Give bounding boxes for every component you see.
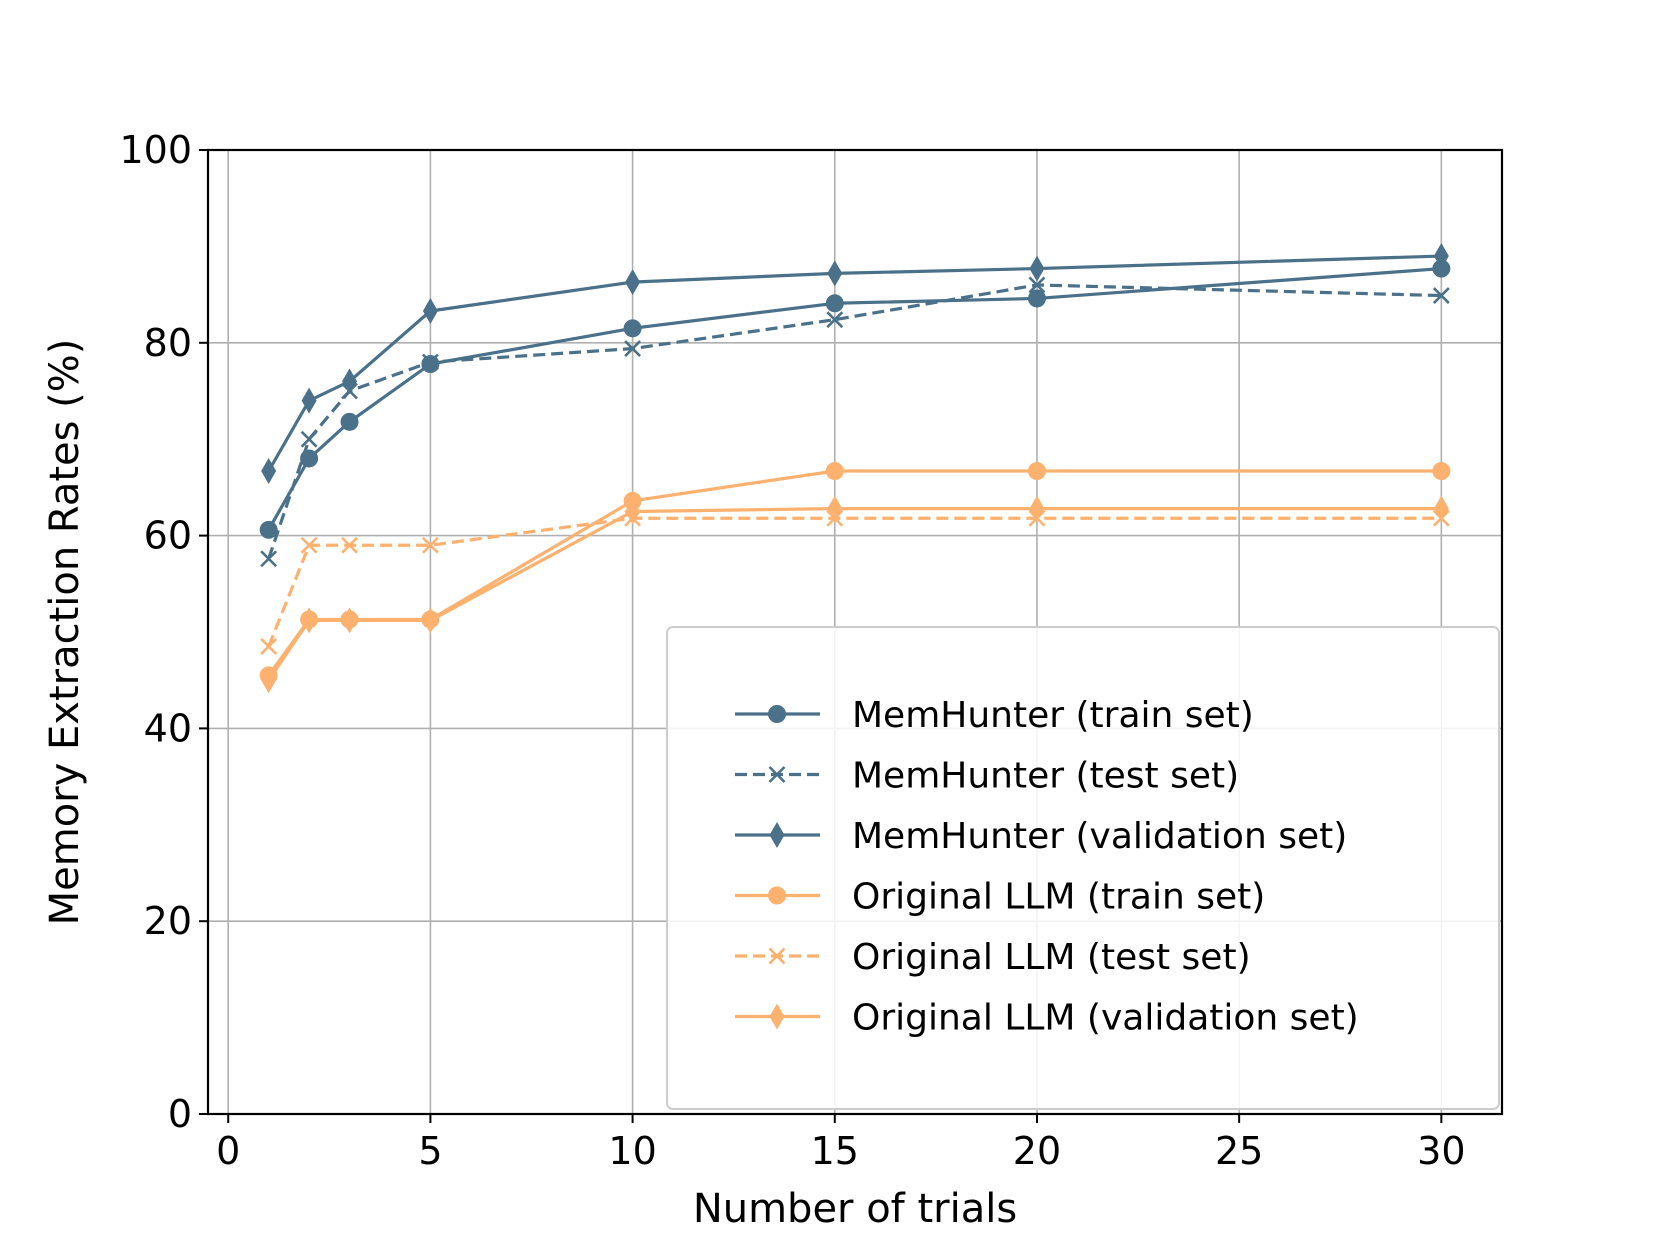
x-tick-label: 10 [608, 1129, 656, 1173]
legend-item: MemHunter (test set) [735, 756, 1239, 797]
data-point [421, 536, 439, 554]
legend: MemHunter (train set) MemHunter (test set… [666, 626, 1500, 1110]
legend-label: Original LLM (test set) [852, 937, 1251, 978]
data-point [623, 319, 642, 338]
y-tick-label: 40 [144, 706, 192, 750]
data-point [421, 355, 440, 374]
x-axis-title: Number of trials [693, 1186, 1017, 1232]
series-group [259, 243, 1451, 694]
data-point [300, 536, 318, 554]
x-tick-label: 5 [418, 1129, 442, 1173]
y-tick-label: 20 [144, 899, 192, 943]
data-point [421, 353, 439, 371]
data-point [625, 269, 641, 296]
legend-label: MemHunter (train set) [852, 695, 1254, 736]
series-line [267, 516, 1442, 648]
y-tick-label: 100 [119, 128, 192, 172]
series-memhunter-train-set [259, 259, 1451, 539]
data-point [301, 387, 317, 414]
x-tick-label: 20 [1013, 1129, 1061, 1173]
y-tick-label: 0 [168, 1092, 192, 1136]
data-point [300, 430, 318, 448]
data-point [301, 607, 317, 634]
data-point [422, 607, 438, 634]
data-point [625, 498, 641, 525]
data-point [342, 368, 358, 395]
data-point [1028, 276, 1046, 294]
legend-marker [768, 947, 786, 965]
y-tick-label: 80 [144, 321, 192, 365]
data-point [260, 550, 278, 568]
series-memhunter-test-set [260, 276, 1450, 568]
data-point [827, 495, 843, 522]
plot-frame [206, 148, 1504, 1116]
legend-item: MemHunter (train set) [735, 695, 1254, 736]
legend-box [666, 626, 1500, 1110]
series-line [267, 266, 1442, 531]
data-point [1432, 462, 1451, 481]
data-point [300, 449, 319, 468]
legend-marker [769, 822, 785, 848]
legend-label: MemHunter (test set) [852, 756, 1239, 797]
data-point [261, 667, 277, 694]
legend-marker [769, 1003, 785, 1030]
data-point [1029, 495, 1045, 522]
data-point [261, 458, 277, 485]
data-point [422, 297, 438, 324]
data-point [825, 294, 844, 313]
data-point [1433, 243, 1449, 270]
x-tick-label: 0 [216, 1129, 240, 1173]
y-axis-title: Memory Extraction Rates (%) [42, 339, 88, 926]
data-point [1433, 495, 1449, 522]
data-point [1432, 287, 1450, 304]
legend-marker [768, 705, 786, 723]
legend-label: MemHunter (validation set) [852, 816, 1347, 857]
legend-item: MemHunter (validation set) [735, 816, 1347, 857]
data-point [1029, 255, 1045, 282]
series-line [267, 254, 1442, 472]
data-point [340, 412, 359, 431]
legend-item: Original LLM (test set) [735, 937, 1251, 978]
legend-label: Original LLM (train set) [852, 877, 1265, 918]
y-tick-label: 60 [144, 514, 192, 558]
legend-item: Original LLM (validation set) [735, 998, 1359, 1039]
data-point [260, 638, 278, 655]
x-tick-label: 15 [811, 1129, 859, 1173]
legend-label: Original LLM (validation set) [852, 998, 1359, 1039]
legend-marker [768, 766, 786, 783]
axis-ticks: 0 5 10 15 20 25 30 0 20 40 60 80 100 [119, 128, 1465, 1173]
series-memhunter-validation-set [261, 243, 1449, 485]
data-point [341, 536, 358, 554]
data-point [1027, 289, 1046, 308]
legend-item: Original LLM (train set) [735, 877, 1265, 918]
data-point [342, 607, 358, 634]
x-tick-label: 30 [1417, 1129, 1465, 1173]
x-tick-label: 25 [1215, 1129, 1263, 1173]
data-point [624, 340, 642, 358]
data-point [259, 520, 278, 539]
data-point [1027, 462, 1046, 481]
data-point [825, 462, 844, 481]
data-point [826, 311, 844, 329]
series-original-llm-validation-set [261, 495, 1449, 694]
legend-marker [768, 886, 786, 905]
data-point [827, 260, 843, 287]
